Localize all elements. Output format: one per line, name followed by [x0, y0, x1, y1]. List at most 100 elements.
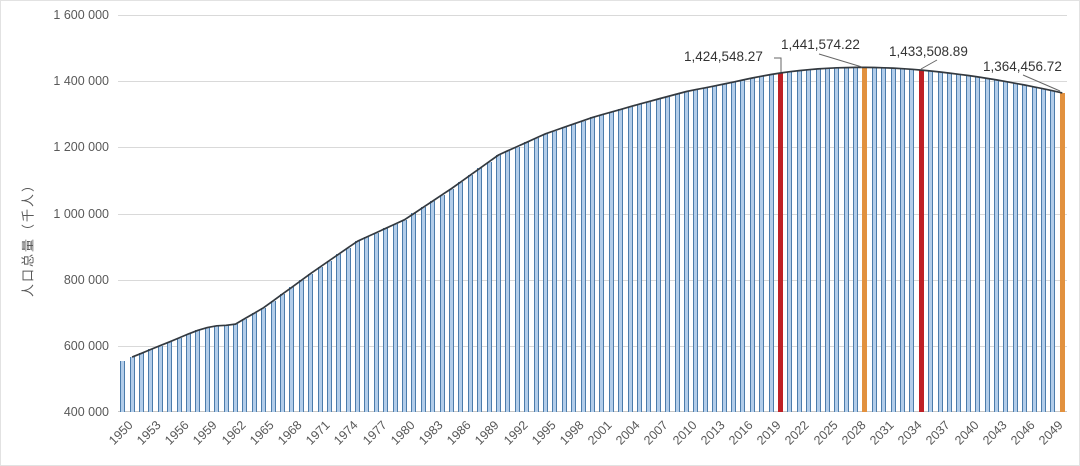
bar-1993 [524, 142, 530, 412]
x-tick-label-1965: 1965 [246, 418, 277, 448]
y-tick-label: 1 400 000 [53, 74, 109, 89]
x-tick-label-1974: 1974 [331, 418, 362, 448]
bar-1985 [449, 188, 455, 412]
bar-1955 [167, 341, 173, 412]
bar-1953 [148, 349, 154, 412]
data-label-2029: 1,441,574.22 [781, 37, 860, 52]
bar-2015 [730, 82, 736, 412]
x-tick-label-1953: 1953 [134, 418, 164, 448]
x-tick-label-1980: 1980 [387, 418, 418, 448]
x-tick-label-1989: 1989 [472, 418, 503, 448]
bar-2025 [824, 68, 830, 412]
bar-2042 [984, 78, 990, 412]
bar-1973 [336, 254, 342, 412]
bar-1966 [270, 300, 276, 412]
x-tick-label-1977: 1977 [359, 418, 390, 448]
bar-1964 [251, 313, 257, 412]
bar-2029-highlight [862, 67, 868, 412]
bar-2012 [702, 87, 708, 412]
bar-2019 [768, 74, 774, 412]
x-tick-label-2034: 2034 [895, 418, 925, 448]
bar-1969 [298, 280, 304, 412]
x-tick-label-2013: 2013 [697, 418, 728, 448]
bar-1991 [505, 150, 511, 412]
x-tick-label-1995: 1995 [528, 418, 559, 448]
x-axis-tick-labels: 1950 1953 1956 1959 1962 1965 1968 1971 1974 1977… [1, 418, 1079, 465]
x-tick-label-2031: 2031 [867, 418, 897, 448]
bar-1974 [345, 247, 351, 412]
bar-1997 [561, 127, 567, 412]
y-tick-label: 800 000 [63, 272, 109, 287]
bar-1989 [486, 161, 492, 412]
bar-1959 [204, 327, 210, 412]
x-tick-label-1959: 1959 [190, 418, 221, 448]
bar-1961 [223, 325, 229, 412]
bar-1971 [317, 267, 323, 412]
bar-2036 [928, 70, 934, 412]
bar-1967 [279, 294, 285, 412]
bar-2024 [815, 68, 821, 412]
bar-2016 [740, 80, 746, 412]
bar-1986 [458, 181, 464, 412]
bar-1970 [308, 273, 314, 412]
bar-2021 [787, 71, 793, 412]
bar-1951 [129, 357, 135, 412]
bar-1988 [477, 168, 483, 412]
x-tick-label-2028: 2028 [838, 418, 869, 448]
bar-2035-highlight [918, 70, 924, 412]
bar-1957 [185, 333, 191, 412]
x-tick-label-2037: 2037 [923, 418, 954, 448]
grid-line [118, 81, 1067, 82]
bar-2049 [1050, 90, 1056, 412]
bar-2007 [655, 99, 661, 412]
bar-1963 [242, 318, 248, 412]
bar-2020-highlight [777, 73, 783, 412]
bar-2001 [599, 114, 605, 412]
x-tick-label-1950: 1950 [106, 418, 136, 448]
x-tick-label-2016: 2016 [726, 418, 756, 448]
data-label-2050: 1,364,456.72 [983, 59, 1062, 74]
bar-2017 [749, 78, 755, 412]
x-tick-label-2043: 2043 [979, 418, 1010, 448]
x-tick-label-1962: 1962 [218, 418, 249, 448]
bar-1998 [571, 123, 577, 412]
bar-2043 [994, 79, 1000, 412]
bar-2000 [590, 117, 595, 412]
bar-1983 [430, 200, 436, 412]
bar-1995 [543, 133, 549, 412]
bar-1981 [411, 213, 417, 412]
bar-1965 [261, 307, 267, 412]
bar-2022 [796, 70, 802, 412]
bar-1990 [496, 154, 502, 412]
bar-2040 [965, 75, 971, 412]
bar-2037 [937, 71, 943, 412]
bar-1987 [467, 175, 473, 412]
bar-2033 [900, 68, 906, 412]
bar-2002 [608, 112, 614, 412]
bar-2034 [909, 69, 915, 412]
bar-2011 [693, 89, 699, 412]
grid-line [118, 15, 1067, 16]
plot-area [118, 15, 1067, 412]
bar-1980 [402, 219, 408, 412]
bar-2031 [881, 67, 887, 412]
x-tick-label-2040: 2040 [951, 418, 982, 448]
bar-1972 [326, 260, 332, 412]
bar-2046 [1022, 85, 1028, 412]
bar-2006 [646, 101, 652, 412]
y-tick-label: 400 000 [63, 405, 109, 419]
bar-1996 [552, 130, 558, 412]
x-tick-label-2001: 2001 [585, 418, 615, 448]
x-tick-label-1968: 1968 [275, 418, 305, 448]
bar-2023 [806, 69, 812, 412]
bar-1977 [373, 232, 379, 412]
bar-1962 [232, 324, 238, 412]
bar-2028 [853, 67, 859, 412]
bar-1950 [120, 360, 126, 412]
data-label-2020: 1,424,548.27 [684, 49, 763, 64]
bar-1994 [533, 138, 539, 412]
bar-2018 [759, 76, 765, 412]
x-tick-label-1992: 1992 [500, 418, 531, 448]
bar-1956 [176, 337, 182, 412]
